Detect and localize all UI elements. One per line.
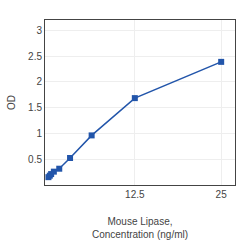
svg-text:OD: OD <box>6 95 17 110</box>
svg-text:25: 25 <box>216 189 228 200</box>
svg-text:1: 1 <box>36 128 42 139</box>
svg-text:Mouse Lipase,Concentration (ng: Mouse Lipase,Concentration (ng/ml) <box>92 216 188 240</box>
svg-text:12.5: 12.5 <box>125 189 145 200</box>
svg-text:2.5: 2.5 <box>28 51 42 62</box>
svg-text:3: 3 <box>36 25 42 36</box>
svg-text:0.5: 0.5 <box>28 154 42 165</box>
svg-text:1.5: 1.5 <box>28 102 42 113</box>
svg-text:2: 2 <box>36 76 42 87</box>
